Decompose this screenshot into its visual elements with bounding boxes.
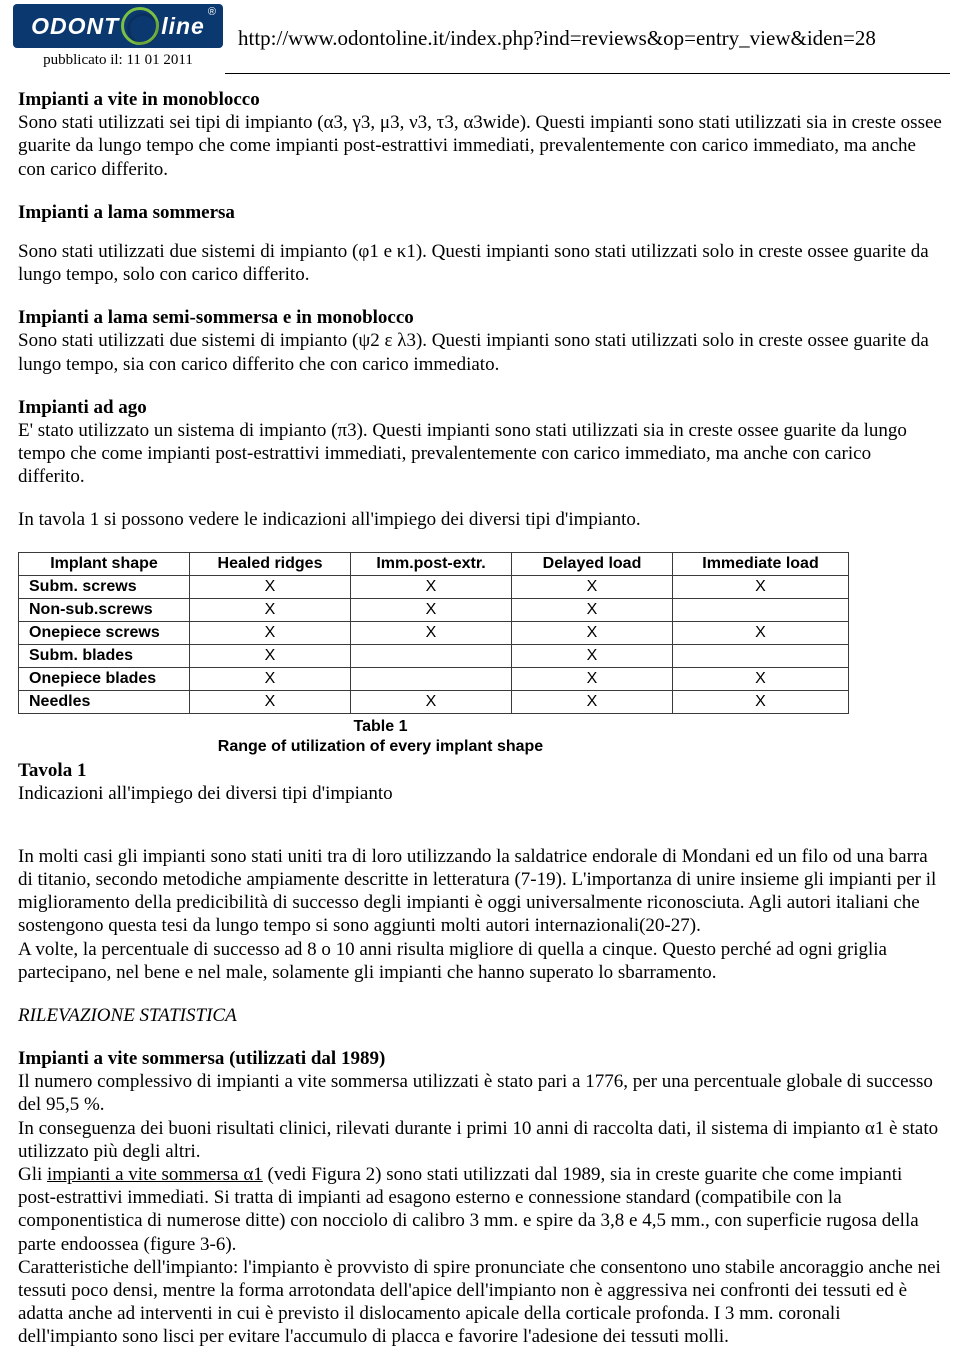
table-cell: X (190, 621, 351, 644)
site-logo: ODONT line ® (13, 4, 223, 48)
table-row: Non-sub.screwsXXX (19, 598, 849, 621)
table-header-cell: Implant shape (19, 552, 190, 575)
sec3-title: Impianti a lama semi-sommersa e in monob… (18, 307, 414, 328)
table-cell: X (190, 667, 351, 690)
table-cell: X (190, 644, 351, 667)
section-monoblocco: Impianti a vite in monoblocco Sono stati… (18, 88, 942, 181)
sec2-title: Impianti a lama sommersa (18, 201, 942, 224)
implant-table: Implant shapeHealed ridgesImm.post-extr.… (18, 552, 849, 714)
para-union2: A volte, la percentuale di successo ad 8… (18, 938, 942, 984)
table-rowhead-cell: Subm. blades (19, 644, 190, 667)
table-cell: X (351, 598, 512, 621)
publication-date: pubblicato il: 11 01 2011 (43, 52, 193, 69)
table-cell: X (512, 598, 673, 621)
table-cell (351, 644, 512, 667)
tavola-label: Tavola 1 (18, 760, 86, 781)
sec5-p3-underline: impianti a vite sommersa α1 (47, 1164, 263, 1185)
table-cell: X (512, 690, 673, 713)
sec5-p2: In conseguenza dei buoni risultati clini… (18, 1118, 938, 1162)
table-header-cell: Healed ridges (190, 552, 351, 575)
page-url: http://www.odontoline.it/index.php?ind=r… (228, 4, 952, 51)
table-header-cell: Delayed load (512, 552, 673, 575)
logo-ring-icon (121, 7, 159, 45)
sec5-p4: Caratteristiche dell'impianto: l'impiant… (18, 1257, 941, 1348)
table-cell: X (673, 690, 849, 713)
logo-text-right: line (161, 13, 205, 40)
table-block: Implant shapeHealed ridgesImm.post-extr.… (18, 552, 942, 757)
table-cell: X (190, 575, 351, 598)
table-cell: X (351, 690, 512, 713)
logo-column: ODONT line ® pubblicato il: 11 01 2011 (8, 4, 228, 69)
sec1-text: Sono stati utilizzati sei tipi di impian… (18, 112, 942, 179)
page-header: ODONT line ® pubblicato il: 11 01 2011 h… (0, 0, 960, 71)
table-rowhead-cell: Onepiece blades (19, 667, 190, 690)
rilevazione-heading: RILEVAZIONE STATISTICA (18, 1004, 942, 1027)
table-row: Onepiece screwsXXXX (19, 621, 849, 644)
sec5-p3a: Gli (18, 1164, 47, 1185)
table-rowhead-cell: Non-sub.screws (19, 598, 190, 621)
table-cell: X (190, 598, 351, 621)
para-union: In molti casi gli impianti sono stati un… (18, 845, 942, 938)
table-header-cell: Immediate load (673, 552, 849, 575)
tavola-caption: Indicazioni all'impiego dei diversi tipi… (18, 783, 393, 804)
table-cell (673, 598, 849, 621)
sec4-text: E' stato utilizzato un sistema di impian… (18, 420, 907, 487)
tavola-reference: In tavola 1 si possono vedere le indicaz… (18, 508, 942, 531)
tavola-label-block: Tavola 1 Indicazioni all'impiego dei div… (18, 759, 942, 805)
document-body: Impianti a vite in monoblocco Sono stati… (0, 74, 960, 1348)
table-cell: X (673, 575, 849, 598)
table-cell (673, 644, 849, 667)
table-caption-line1: Table 1 (354, 718, 408, 735)
sec5-title: Impianti a vite sommersa (utilizzati dal… (18, 1048, 385, 1069)
section-ago: Impianti ad ago E' stato utilizzato un s… (18, 396, 942, 489)
table-row: Subm. screwsXXXX (19, 575, 849, 598)
table-cell: X (351, 621, 512, 644)
table-cell (351, 667, 512, 690)
table-caption: Table 1 Range of utilization of every im… (18, 717, 743, 757)
logo-registered: ® (208, 6, 217, 18)
sec4-title: Impianti ad ago (18, 397, 147, 418)
table-rowhead-cell: Subm. screws (19, 575, 190, 598)
table-caption-line2: Range of utilization of every implant sh… (218, 738, 543, 755)
table-row: Onepiece bladesXXX (19, 667, 849, 690)
sec3-text: Sono stati utilizzati due sistemi di imp… (18, 330, 929, 374)
section-vite-sommersa: Impianti a vite sommersa (utilizzati dal… (18, 1047, 942, 1348)
table-rowhead-cell: Needles (19, 690, 190, 713)
table-row: Subm. bladesXX (19, 644, 849, 667)
logo-text-left: ODONT (31, 13, 119, 40)
sec1-title: Impianti a vite in monoblocco (18, 89, 260, 110)
table-cell: X (351, 575, 512, 598)
table-cell: X (512, 621, 673, 644)
table-row: NeedlesXXXX (19, 690, 849, 713)
table-cell: X (673, 667, 849, 690)
table-cell: X (512, 575, 673, 598)
table-cell: X (512, 667, 673, 690)
table-header-cell: Imm.post-extr. (351, 552, 512, 575)
sec2-text: Sono stati utilizzati due sistemi di imp… (18, 240, 942, 286)
table-cell: X (512, 644, 673, 667)
sec5-p1: Il numero complessivo di impianti a vite… (18, 1071, 933, 1115)
table-cell: X (190, 690, 351, 713)
table-rowhead-cell: Onepiece screws (19, 621, 190, 644)
section-semi-sommersa: Impianti a lama semi-sommersa e in monob… (18, 306, 942, 376)
table-cell: X (673, 621, 849, 644)
